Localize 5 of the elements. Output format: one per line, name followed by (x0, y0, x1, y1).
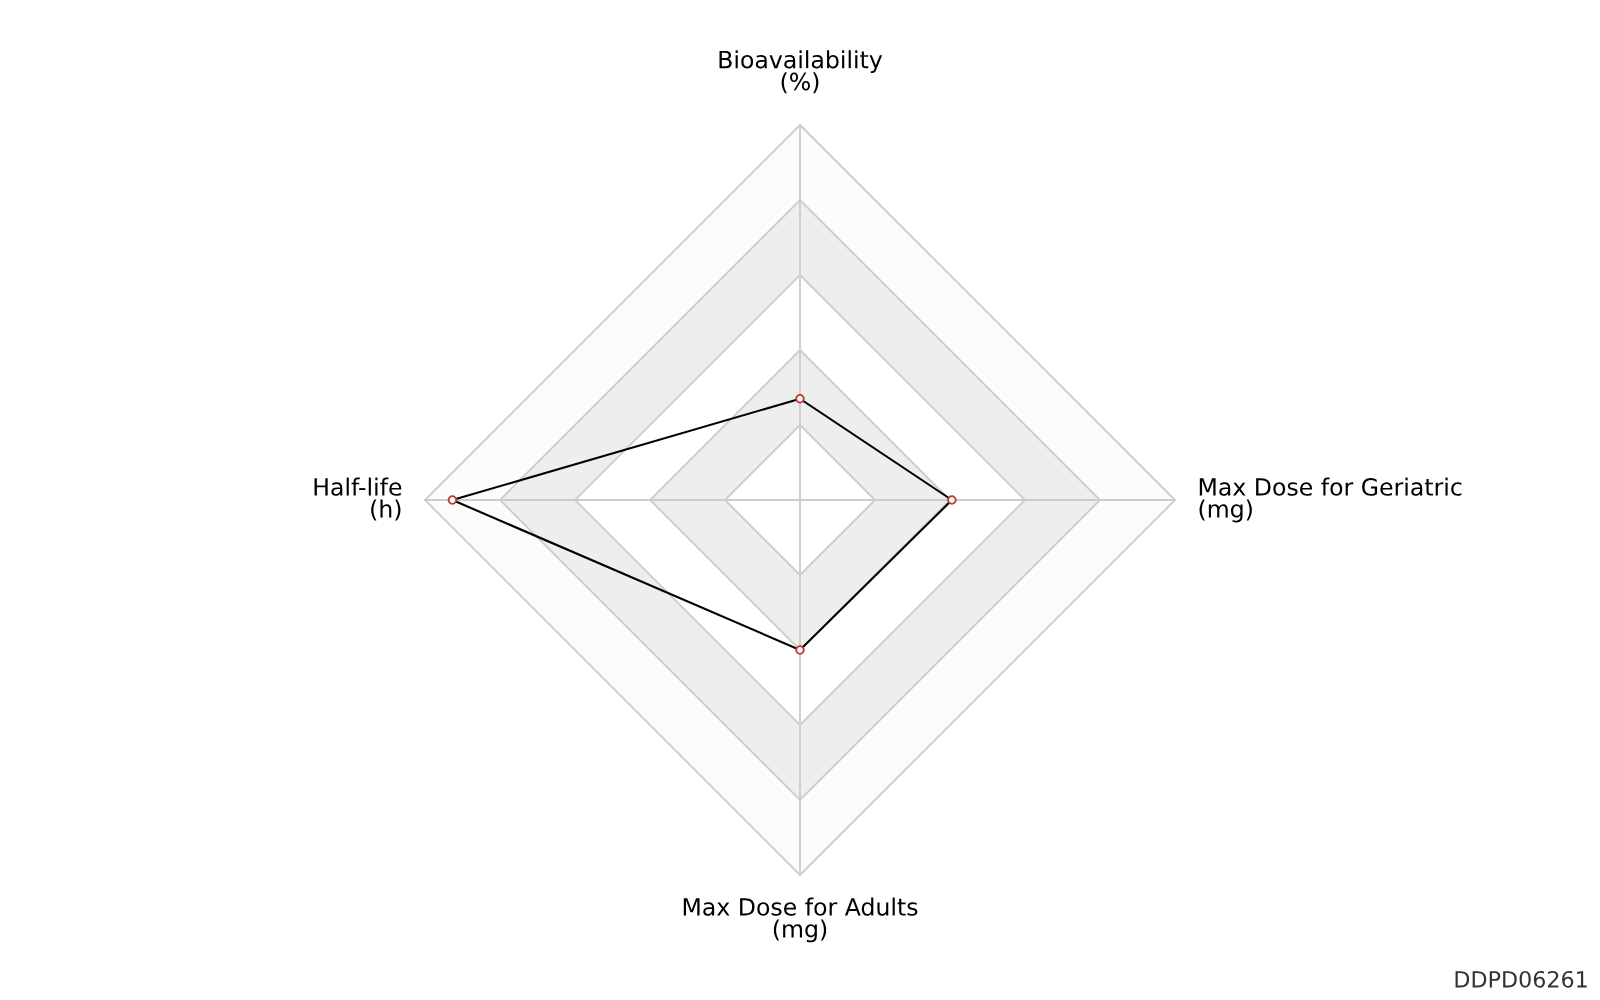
spoke-label: Max Dose for Adults (mg) (683, 897, 918, 943)
spoke-label: Max Dose for Geriatric (mg) (1199, 477, 1462, 523)
spoke-label: Bioavailability (%) (719, 50, 883, 94)
text: DDPD06261 (1455, 970, 1587, 988)
spoke-label: Half-life (h) (314, 477, 402, 521)
